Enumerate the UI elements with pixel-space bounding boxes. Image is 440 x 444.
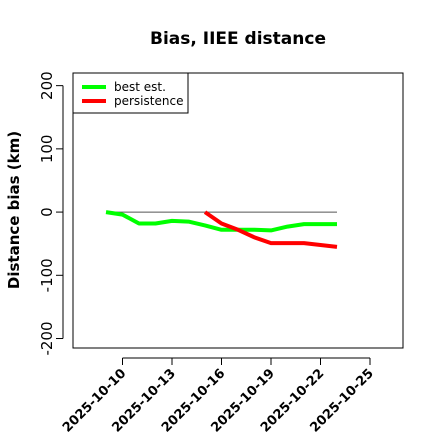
series-line-persistence (203, 210, 338, 249)
y-tick-label: 200 (38, 71, 56, 100)
legend: best est.persistence (72, 72, 189, 114)
legend-label-persistence: persistence (114, 94, 183, 108)
series-line-best-est (105, 210, 337, 233)
y-tick-label: 100 (38, 135, 56, 164)
chart-title: Bias, IIEE distance (150, 29, 326, 49)
y-tick-label: -200 (38, 321, 56, 355)
y-axis-label: Distance bias (km) (5, 131, 23, 289)
legend-box (72, 72, 189, 114)
plot-frame (72, 72, 404, 349)
series-layer (105, 210, 338, 249)
y-tick-label: -100 (38, 258, 56, 292)
legend-label-best-est: best est. (114, 80, 166, 94)
y-tick-label: 0 (38, 207, 56, 217)
